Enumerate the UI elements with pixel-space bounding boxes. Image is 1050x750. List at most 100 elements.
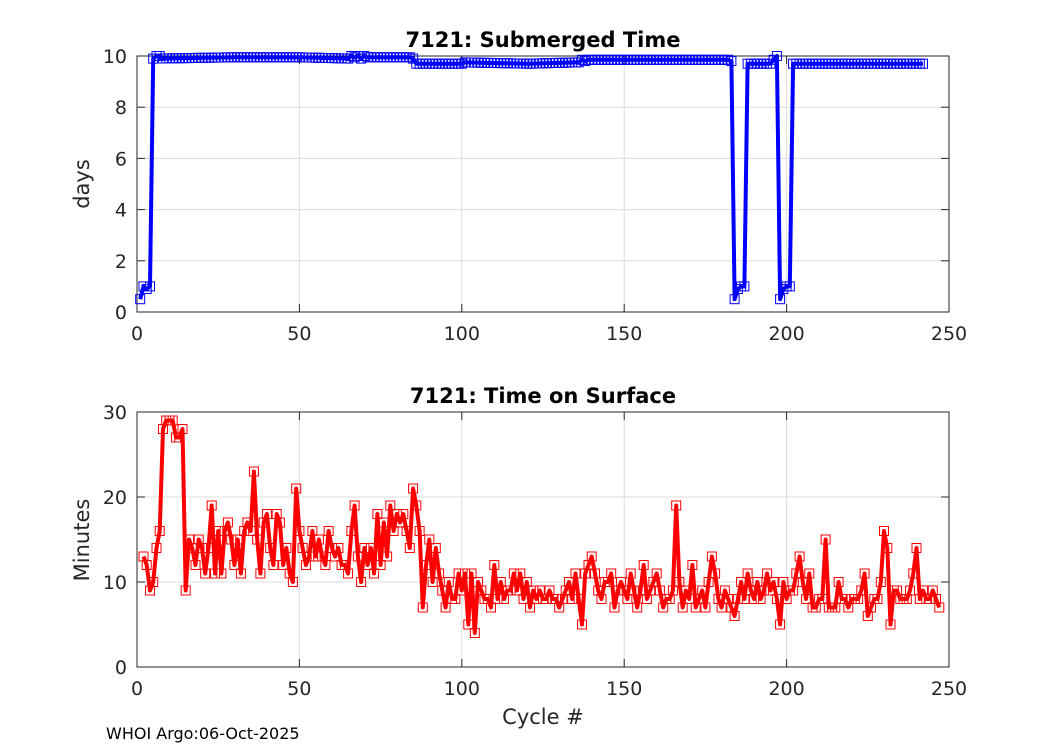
data-point <box>226 534 237 545</box>
data-point <box>505 585 516 596</box>
data-point <box>401 526 412 536</box>
data-point <box>375 560 386 570</box>
data-point <box>411 500 422 511</box>
y-tick-label: 8 <box>115 97 127 119</box>
data-point <box>430 543 441 553</box>
footer-credit: WHOI Argo:06-Oct-2025 <box>106 724 300 743</box>
data-point <box>609 602 620 613</box>
data-point <box>905 585 915 596</box>
data-point <box>729 611 740 621</box>
data-point <box>245 526 256 536</box>
data-point <box>632 602 643 613</box>
data-point <box>213 526 224 536</box>
submerged-time-axes: 0 50 100 150 200 250 0 2 4 6 8 10 7121: Submerged T… <box>70 28 967 345</box>
surface-time-axes: 0 50 100 150 200 250 0 10 20 30 7121: Time on Sur… <box>70 384 967 729</box>
x-tick-label: 250 <box>931 323 967 345</box>
data-point <box>274 517 285 528</box>
data-point <box>586 551 597 562</box>
data-point <box>606 568 617 579</box>
data-point <box>349 500 360 511</box>
data-point <box>622 594 633 604</box>
data-point <box>804 568 815 579</box>
x-tick-label: 200 <box>768 678 804 700</box>
data-point <box>187 543 198 553</box>
plot-area-frame <box>136 411 950 668</box>
data-point <box>732 594 743 604</box>
data-point <box>414 526 425 536</box>
chart-title: 7121: Time on Surface <box>410 384 676 408</box>
data-point <box>758 585 769 596</box>
data-point <box>203 543 214 553</box>
data-point <box>268 560 279 570</box>
x-tick-label: 0 <box>131 323 143 345</box>
data-point <box>177 424 188 434</box>
data-point <box>710 568 721 579</box>
data-point <box>775 619 786 630</box>
data-point <box>778 577 789 587</box>
data-point <box>671 500 682 511</box>
data-point <box>495 577 506 587</box>
data-point <box>687 560 698 570</box>
data-point <box>765 58 776 69</box>
data-point <box>775 294 786 305</box>
data-point <box>577 619 587 630</box>
data-point <box>729 294 740 305</box>
data-point <box>784 281 795 292</box>
data-point <box>424 534 435 545</box>
chart-title: 7121: Submerged Time <box>405 28 680 52</box>
data-point <box>135 294 146 305</box>
y-tick-label: 4 <box>115 200 127 222</box>
x-tick-label: 100 <box>444 678 480 700</box>
data-point <box>417 602 428 613</box>
data-point <box>859 568 870 579</box>
data-point <box>918 58 928 69</box>
data-point <box>801 594 812 604</box>
data-point <box>294 526 305 536</box>
data-point <box>154 526 165 536</box>
data-point <box>791 568 802 579</box>
data-point <box>180 585 191 596</box>
data-point <box>346 526 357 536</box>
data-point <box>667 585 678 596</box>
data-point <box>261 509 272 519</box>
data-point <box>564 577 574 587</box>
data-point <box>281 543 292 553</box>
data-point <box>388 526 399 536</box>
data-point <box>229 560 240 570</box>
data-point <box>404 52 415 63</box>
data-point <box>879 526 889 536</box>
data-point <box>684 594 695 604</box>
data-point <box>356 577 367 587</box>
data-point <box>408 483 419 494</box>
data-point <box>278 560 289 570</box>
data-point <box>466 568 477 579</box>
data-point <box>492 594 503 604</box>
data-point <box>141 560 152 570</box>
data-point <box>768 577 779 587</box>
data-point <box>287 577 298 587</box>
data-point <box>573 594 584 604</box>
data-point <box>674 577 685 587</box>
data-point <box>911 543 922 553</box>
data-point <box>450 594 461 604</box>
data-point <box>638 560 649 570</box>
data-point <box>885 619 896 630</box>
data-point <box>404 543 415 553</box>
data-point <box>654 585 665 596</box>
x-tick-label: 150 <box>606 678 642 700</box>
y-tick-label: 10 <box>103 572 127 594</box>
data-point <box>222 517 233 528</box>
data-point <box>313 534 324 545</box>
x-tick-label: 0 <box>131 678 143 700</box>
data-point <box>875 577 886 587</box>
data-point <box>456 585 467 596</box>
y-axis-label: days <box>70 159 94 209</box>
data-point <box>359 51 370 61</box>
data-point <box>320 560 331 570</box>
data-point <box>573 57 584 68</box>
x-tick-label: 50 <box>287 678 311 700</box>
data-point <box>833 577 844 587</box>
data-point <box>463 619 474 630</box>
data-point <box>736 577 747 587</box>
